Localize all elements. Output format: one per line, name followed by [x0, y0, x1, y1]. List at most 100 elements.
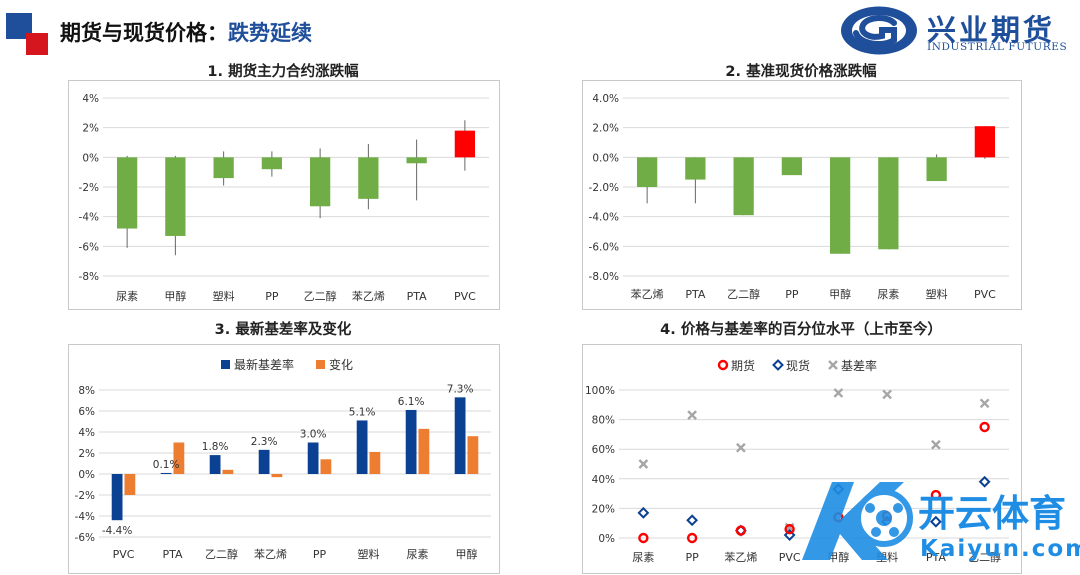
chart3-panel: 8% 6% 4% 2% 0% -2% -4% -6% 最新基差率 变化 -4.4% PVC 0.1% PT… — [68, 344, 500, 574]
chart4-legend-label: 现货 — [786, 358, 810, 373]
chart4-legend-swatch — [772, 359, 784, 371]
chart2-ytick-label: 0.0% — [592, 152, 619, 164]
chart3-ytick-label: 8% — [78, 385, 95, 397]
chart1-bar — [309, 157, 331, 207]
chart4-point-spot — [686, 514, 699, 527]
chart4-ytick-label: 40% — [592, 474, 615, 486]
chart2-xtick-label: PP — [785, 288, 799, 301]
chart2-ytick-label: 4.0% — [592, 93, 619, 105]
chart1-xtick-label: 乙二醇 — [304, 289, 337, 303]
chart3-ytick-label: -6% — [75, 532, 95, 544]
chart3-bar-basis — [258, 449, 270, 474]
page-title-highlight: 跌势延续 — [228, 21, 312, 45]
chart3-data-label: -4.4% — [102, 525, 132, 537]
chart2-bar — [974, 126, 996, 158]
chart4-point-futures — [833, 512, 844, 523]
chart3-data-label: 6.1% — [398, 396, 425, 408]
chart4-point-spot — [783, 529, 796, 541]
chart3-xtick-label: 尿素 — [407, 548, 429, 561]
chart4-point-futures — [979, 421, 990, 433]
chart4-point-spot — [929, 515, 942, 528]
chart4-point-basis — [638, 459, 649, 469]
chart2-ytick-label: -4.0% — [589, 212, 619, 224]
chart3-plot: 8% 6% 4% 2% 0% -2% -4% -6% 最新基差率 变化 -4.4% PVC 0.1% PT… — [75, 357, 491, 561]
chart4-point-futures — [930, 489, 942, 501]
chart3-title: 3. 最新基差率及变化 — [214, 322, 352, 338]
chart1-plot: 4% 2% 0% -2% -4% -6% -8% 尿素 甲醇 塑料 PP 乙二醇 苯乙烯 PTA PVC — [79, 93, 489, 303]
chart3-ytick-label: -4% — [75, 511, 95, 523]
chart4-point-basis — [931, 439, 941, 450]
chart4-legend-swatch — [717, 359, 729, 371]
chart3-xtick-label: 苯乙烯 — [254, 547, 287, 561]
chart4-xtick-label: 苯乙烯 — [724, 550, 757, 564]
chart3-bar-change — [222, 469, 234, 474]
chart1-xtick-label: PTA — [407, 290, 427, 303]
chart2-plot: 4.0% 2.0% 0.0% -2.0% -4.0% -6.0% -8.0% 苯乙烯 PTA 乙二… — [589, 93, 1009, 301]
chart1-xtick-label: 塑料 — [213, 289, 235, 303]
chart1-ytick-label: 2% — [82, 123, 99, 135]
chart4-point-spot — [978, 475, 991, 488]
chart1-xtick-label: PVC — [454, 290, 476, 303]
chart4-point-futures — [735, 525, 747, 536]
chart3-data-label: 2.3% — [251, 436, 278, 448]
chart3-data-label: 5.1% — [349, 406, 376, 418]
chart1-bar — [261, 157, 283, 170]
chart4-point-basis — [736, 442, 746, 453]
chart3-legend-label: 最新基差率 — [234, 357, 294, 372]
chart4-point-spot — [637, 506, 650, 519]
chart1-ytick-label: 0% — [82, 152, 99, 164]
chart1-title: 1. 期货主力合约涨跌幅 — [207, 64, 359, 80]
chart4-legend-label: 基差率 — [841, 358, 877, 373]
chart4-point-futures — [784, 523, 795, 535]
chart4-xtick-label: PP — [685, 551, 699, 564]
chart3-xtick-label: PTA — [162, 548, 182, 561]
chart3-bar-change — [418, 428, 430, 474]
chart2-bar — [829, 157, 851, 254]
chart3-data-label: 1.8% — [202, 441, 229, 453]
chart3-bar-basis — [405, 409, 417, 474]
chart3-xtick-label: PP — [313, 548, 327, 561]
chart4-point-basis — [882, 389, 892, 400]
chart3-legend-label: 变化 — [329, 357, 353, 372]
chart1-xtick-label: PP — [265, 290, 279, 303]
chart1-ytick-label: -4% — [79, 212, 99, 224]
brand-name-en: INDUSTRIAL FUTURES — [927, 41, 1068, 53]
chart4-point-basis — [687, 410, 697, 421]
chart4-xtick-label: 尿素 — [632, 551, 654, 564]
chart2-ytick-label: -6.0% — [589, 241, 619, 253]
chart1-bar — [165, 157, 186, 236]
chart3-xtick-label: PVC — [113, 548, 135, 561]
chart3-bar-basis — [111, 474, 123, 521]
chart4-ytick-label: 60% — [592, 444, 615, 456]
chart3-xtick-label: 乙二醇 — [205, 547, 238, 561]
chart3-ytick-label: 4% — [78, 427, 95, 439]
chart1-bar — [213, 157, 234, 179]
chart3-ytick-label: 2% — [78, 448, 95, 460]
chart4-xtick-label: 甲醇 — [827, 550, 849, 564]
chart4-legend-label: 期货 — [731, 358, 755, 373]
chart2-panel: 4.0% 2.0% 0.0% -2.0% -4.0% -6.0% -8.0% 苯乙烯 PTA 乙二… — [582, 80, 1022, 310]
chart2-bar — [636, 157, 658, 187]
chart1-xtick-label: 尿素 — [116, 290, 138, 303]
chart3-bar-change — [271, 474, 283, 478]
chart3-bar-change — [173, 442, 185, 474]
chart4-xtick-label: 乙二醇 — [968, 550, 1001, 564]
chart2-xtick-label: 苯乙烯 — [631, 287, 664, 301]
chart4-point-basis — [979, 398, 990, 409]
chart3-bar-change — [467, 436, 479, 474]
chart3-data-label: 3.0% — [300, 429, 327, 441]
chart3-bar-basis — [307, 442, 319, 474]
chart4-xtick-label: PVC — [779, 551, 801, 564]
chart3-bar-basis — [209, 455, 221, 474]
chart3-bar-change — [369, 451, 381, 474]
chart1-bar — [454, 130, 476, 158]
chart3-ytick-label: -2% — [75, 490, 95, 502]
chart3-bar-basis — [356, 420, 368, 474]
page-title: 期货与现货价格：跌势延续 — [60, 17, 312, 47]
chart3-bar-basis — [160, 472, 172, 474]
brand-emblem-icon — [841, 6, 917, 55]
logo-square-red — [26, 33, 48, 55]
chart2-bar — [733, 157, 754, 216]
chart1-bar — [358, 157, 379, 199]
